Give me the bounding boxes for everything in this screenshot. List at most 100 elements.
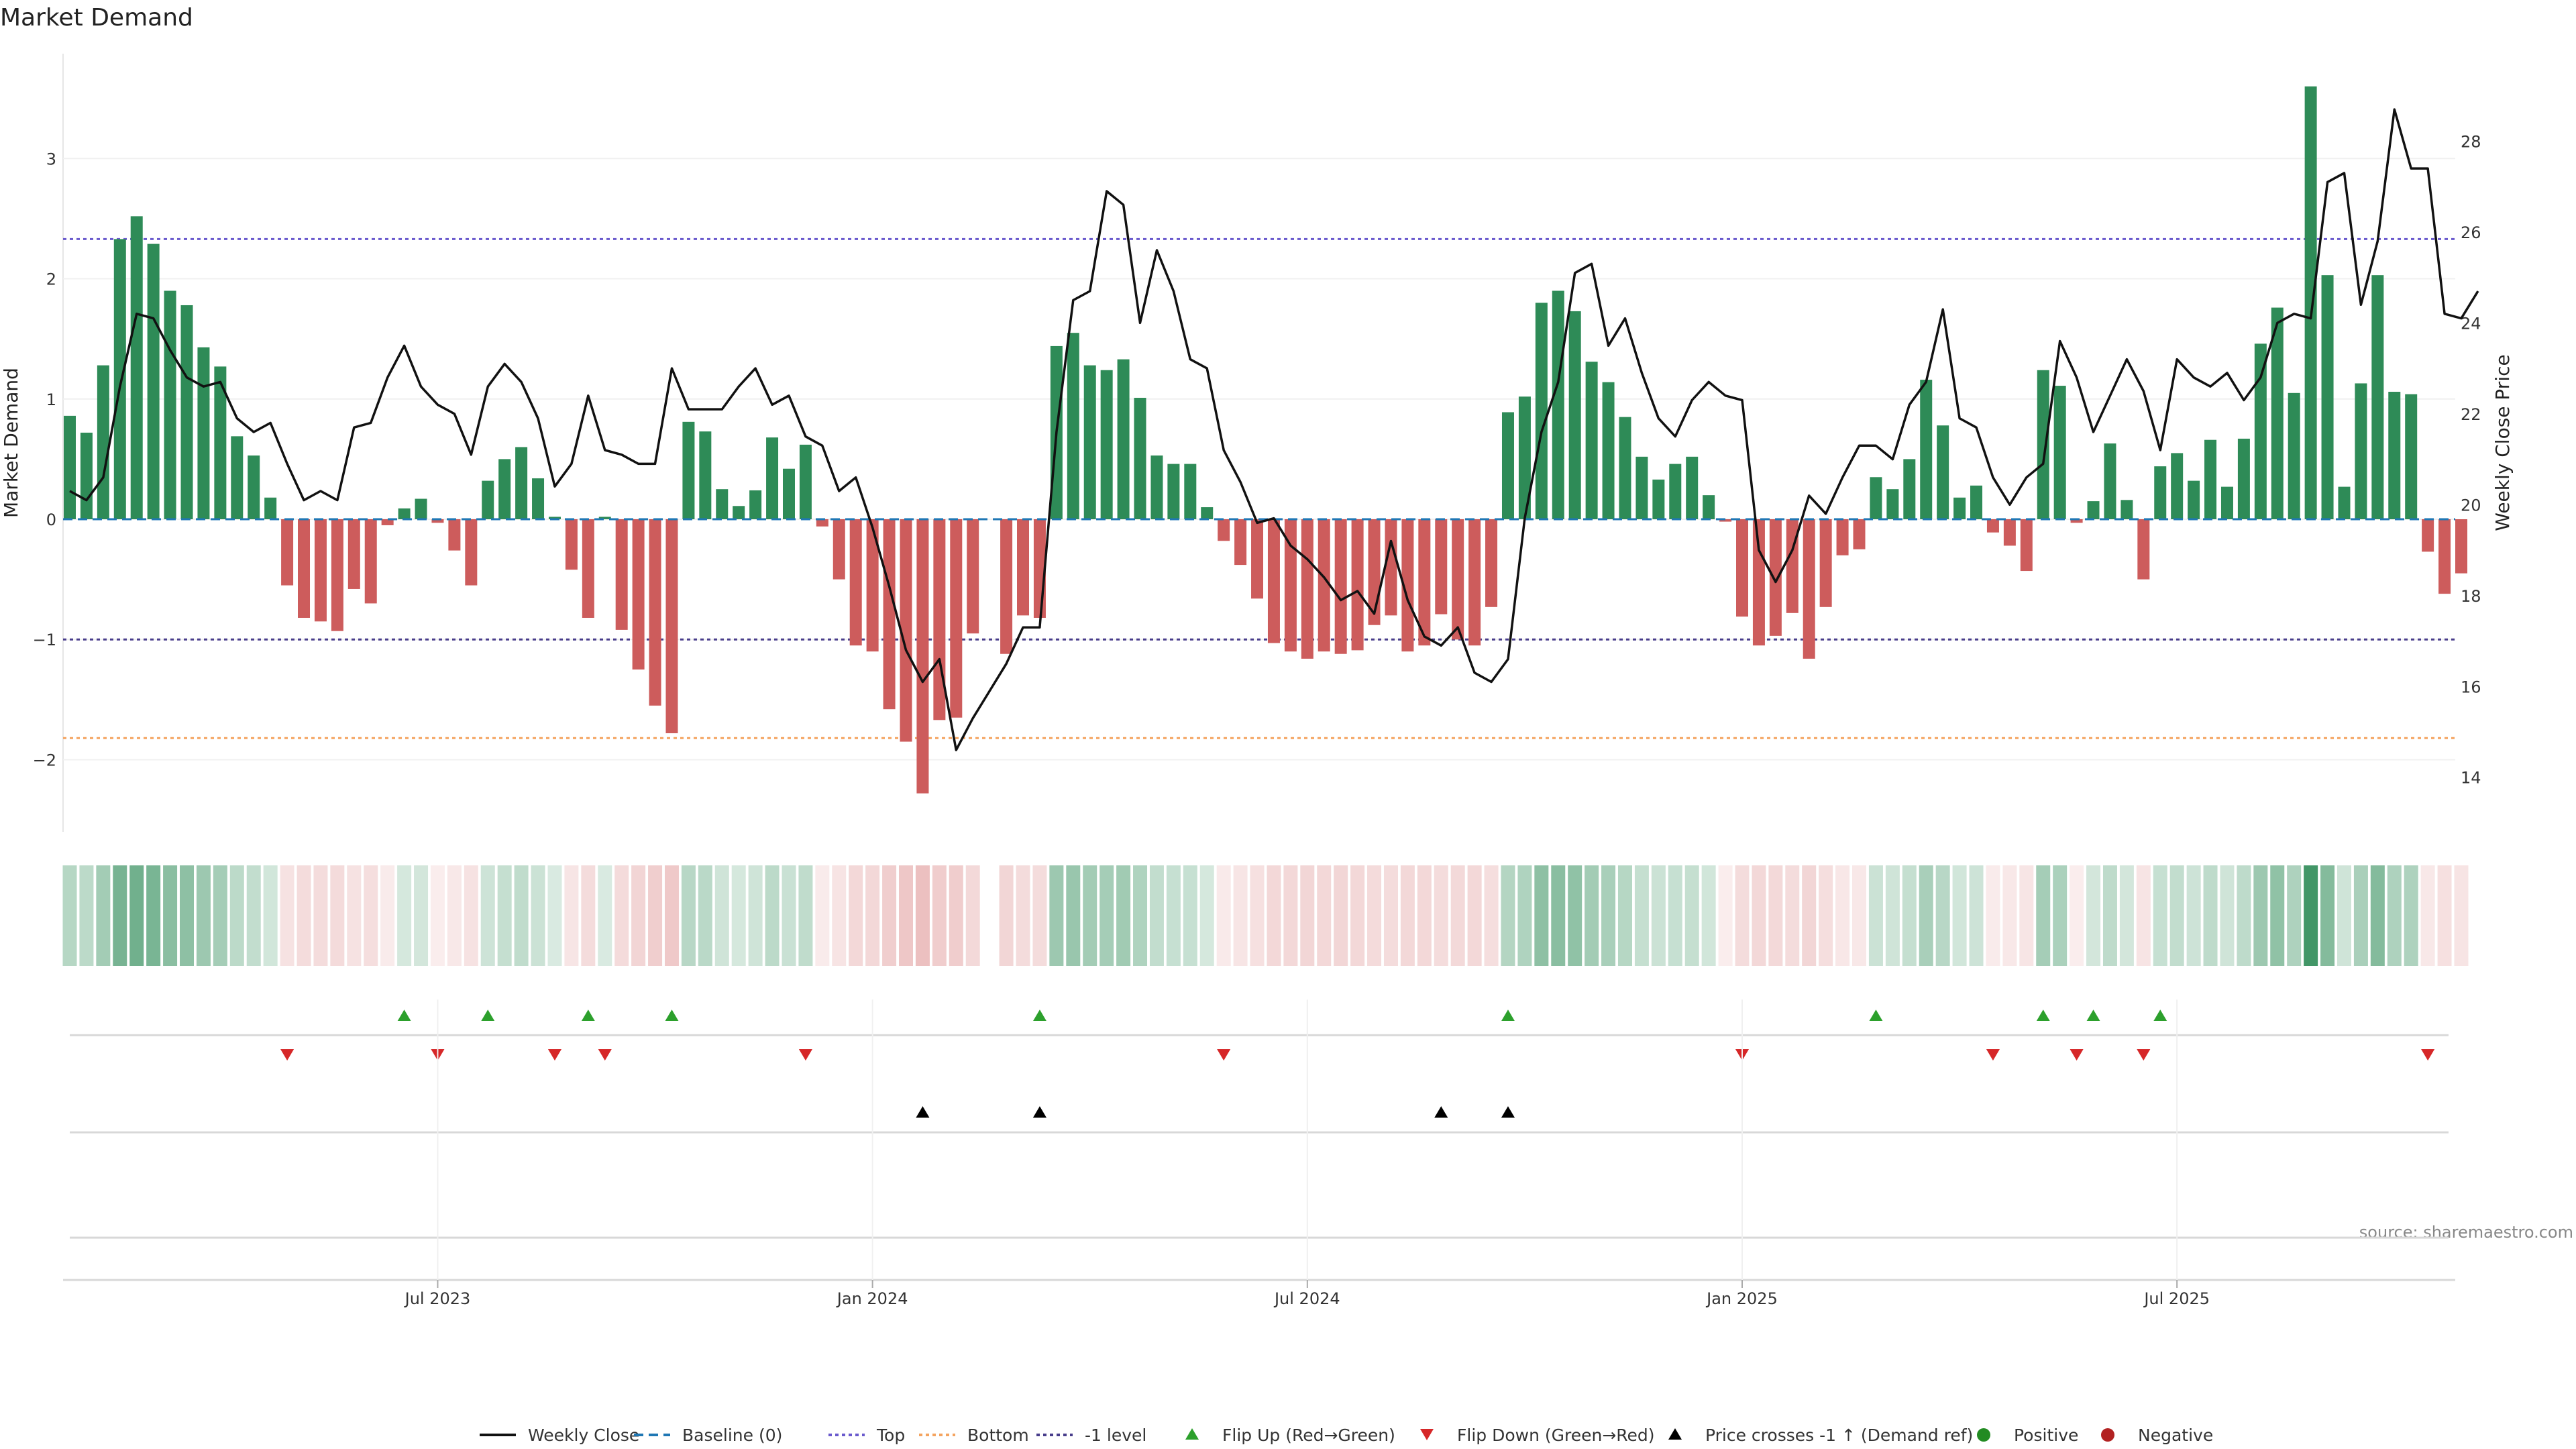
heat-cell-negative	[1484, 865, 1499, 966]
demand-bar-positive	[598, 517, 611, 519]
heat-cell-negative	[1986, 865, 2000, 966]
heat-cell-positive	[263, 865, 278, 966]
heat-cell-positive	[1517, 865, 1532, 966]
demand-bar-negative	[1385, 519, 1397, 616]
demand-bar-positive	[2237, 438, 2250, 519]
demand-bar-negative	[849, 519, 862, 646]
heat-cell-positive	[1919, 865, 1933, 966]
demand-bar-negative	[1267, 519, 1280, 643]
heat-cell-positive	[714, 865, 729, 966]
demand-bar-negative	[465, 519, 478, 586]
heat-cell-positive	[2287, 865, 2302, 966]
legend-label: Negative	[2138, 1426, 2213, 1445]
demand-bar-positive	[548, 517, 561, 519]
demand-bar-positive	[2171, 453, 2184, 519]
heat-cell-positive	[2153, 865, 2167, 966]
flip-up-marker	[2153, 1010, 2167, 1021]
demand-bar-positive	[1568, 311, 1581, 519]
heat-cell-negative	[581, 865, 596, 966]
x-tick-label: Jul 2023	[404, 1289, 471, 1308]
demand-bar-negative	[916, 519, 929, 794]
demand-bar-positive	[799, 444, 812, 519]
heat-cell-positive	[2053, 865, 2068, 966]
legend-swatch-flip-down	[1420, 1429, 1434, 1440]
flip-down-marker	[2070, 1049, 2084, 1061]
heat-cell-positive	[2253, 865, 2268, 966]
heat-cell-positive	[1166, 865, 1181, 966]
demand-bar-negative	[866, 519, 879, 652]
demand-bar-negative	[2003, 519, 2016, 546]
demand-bar-negative	[1819, 519, 1832, 607]
heat-cell-negative	[932, 865, 947, 966]
heat-cell-positive	[397, 865, 412, 966]
flip-up-marker	[2086, 1010, 2100, 1021]
heat-cell-negative	[1216, 865, 1231, 966]
heat-cell-positive	[1083, 865, 1097, 966]
demand-bar-positive	[415, 498, 427, 519]
y-tick-label-right: 14	[2461, 769, 2481, 788]
heat-cell-positive	[2370, 865, 2385, 966]
heat-cell-positive	[1885, 865, 1900, 966]
flip-down-marker	[280, 1049, 294, 1061]
heat-cell-negative	[614, 865, 629, 966]
demand-bar-negative	[1752, 519, 1765, 646]
demand-bar-negative	[2438, 519, 2451, 594]
heat-cell-negative	[1350, 865, 1365, 966]
y-tick-label-left: 1	[46, 390, 56, 409]
heat-cell-negative	[664, 865, 679, 966]
chart-title: Market Demand	[0, 4, 193, 32]
heat-cell-negative	[2420, 865, 2435, 966]
demand-bar-positive	[482, 480, 494, 519]
demand-bar-negative	[281, 519, 294, 586]
demand-bar-positive	[1117, 359, 1130, 519]
heat-cell-negative	[849, 865, 863, 966]
heat-cell-negative	[949, 865, 963, 966]
heat-cell-positive	[2353, 865, 2368, 966]
demand-bar-negative	[565, 519, 578, 570]
x-tick-label: Jul 2024	[1273, 1289, 1340, 1308]
demand-bar-positive	[682, 421, 695, 519]
demand-bar-negative	[1803, 519, 1815, 659]
y-tick-label-left: 0	[46, 511, 56, 529]
heat-cell-negative	[1752, 865, 1766, 966]
demand-bar-positive	[1067, 333, 1079, 519]
heat-cell-positive	[1133, 865, 1148, 966]
y-tick-label-left: 2	[46, 270, 56, 289]
legend-label: Top	[876, 1426, 905, 1445]
heat-cell-positive	[2337, 865, 2351, 966]
legend-label: -1 level	[1085, 1426, 1146, 1445]
heat-cell-negative	[2019, 865, 2034, 966]
heat-cell-positive	[2102, 865, 2117, 966]
heat-cell-positive	[1868, 865, 1883, 966]
heat-cell-negative	[999, 865, 1014, 966]
heat-cell-negative	[1300, 865, 1315, 966]
heat-cell-positive	[2270, 865, 2285, 966]
heat-cell-positive	[782, 865, 796, 966]
heat-cell-positive	[1935, 865, 1950, 966]
demand-bar-negative	[1736, 519, 1748, 617]
demand-bar-negative	[331, 519, 343, 631]
demand-bar-positive	[1150, 455, 1163, 519]
heat-cell-negative	[1819, 865, 1833, 966]
demand-bar-positive	[2087, 501, 2100, 519]
flip-up-marker	[481, 1010, 495, 1021]
demand-bar-positive	[2371, 275, 2384, 519]
demand-bar-positive	[1552, 290, 1564, 519]
flip-up-marker	[665, 1010, 679, 1021]
demand-bar-positive	[2037, 370, 2049, 519]
demand-bar-positive	[231, 436, 244, 519]
heat-cell-positive	[1049, 865, 1064, 966]
heat-cell-positive	[113, 865, 127, 966]
heat-cell-positive	[1902, 865, 1917, 966]
x-tick-label: Jul 2025	[2143, 1289, 2210, 1308]
heat-cell-positive	[1585, 865, 1599, 966]
demand-bar-negative	[582, 519, 594, 618]
heat-cell-positive	[2203, 865, 2218, 966]
heat-cell-negative	[464, 865, 478, 966]
heat-cell-negative	[280, 865, 294, 966]
demand-bar-negative	[615, 519, 628, 630]
y-tick-label-right: 28	[2461, 132, 2481, 151]
demand-bar-negative	[1284, 519, 1297, 652]
demand-bar-positive	[1518, 396, 1531, 519]
demand-bar-positive	[80, 432, 93, 519]
